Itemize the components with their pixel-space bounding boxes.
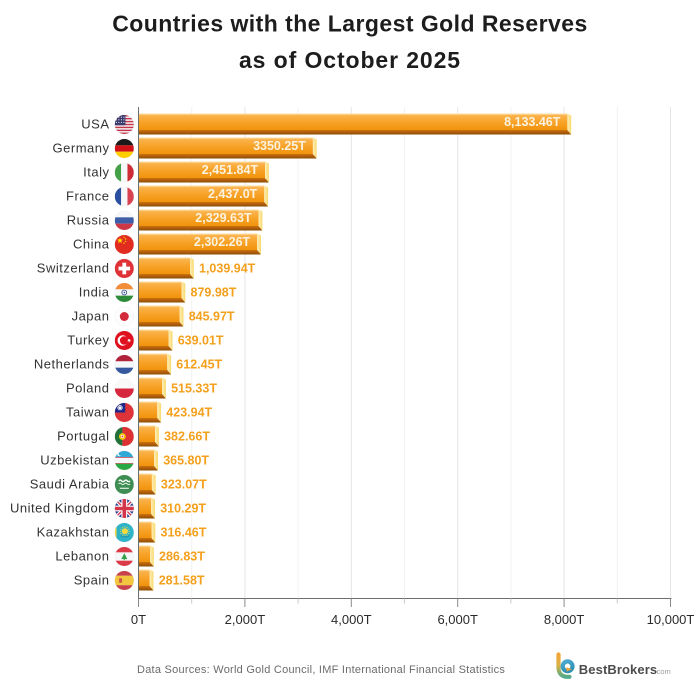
- svg-text:639.01T: 639.01T: [178, 334, 224, 348]
- svg-text:Portugal: Portugal: [57, 428, 109, 443]
- svg-text:8,133.46T: 8,133.46T: [504, 115, 561, 129]
- svg-text:6,000T: 6,000T: [437, 612, 478, 627]
- svg-text:323.07T: 323.07T: [161, 478, 207, 492]
- svg-text:879.98T: 879.98T: [191, 286, 237, 300]
- svg-text:423.94T: 423.94T: [166, 406, 212, 420]
- svg-text:2,437.0T: 2,437.0T: [208, 187, 258, 201]
- svg-text:Italy: Italy: [83, 164, 109, 179]
- svg-text:2,000T: 2,000T: [225, 612, 266, 627]
- svg-text:365.80T: 365.80T: [163, 454, 209, 468]
- svg-text:515.33T: 515.33T: [171, 382, 217, 396]
- svg-text:316.46T: 316.46T: [161, 526, 207, 540]
- svg-text:281.58T: 281.58T: [159, 574, 205, 588]
- svg-text:Lebanon: Lebanon: [55, 548, 109, 563]
- svg-text:382.66T: 382.66T: [164, 430, 210, 444]
- svg-text:0T: 0T: [131, 612, 146, 627]
- svg-text:2,451.84T: 2,451.84T: [202, 163, 259, 177]
- svg-text:USA: USA: [81, 116, 109, 131]
- svg-text:Poland: Poland: [66, 380, 109, 395]
- svg-text:4,000T: 4,000T: [331, 612, 372, 627]
- svg-text:Japan: Japan: [72, 308, 110, 323]
- svg-text:Russia: Russia: [67, 212, 110, 227]
- svg-text:BestBrokers: BestBrokers: [579, 662, 657, 677]
- svg-text:.com: .com: [655, 667, 671, 676]
- svg-text:286.83T: 286.83T: [159, 550, 205, 564]
- svg-text:United Kingdom: United Kingdom: [10, 500, 110, 515]
- svg-text:as of October 2025: as of October 2025: [239, 47, 461, 73]
- svg-text:Taiwan: Taiwan: [66, 404, 109, 419]
- svg-text:1,039.94T: 1,039.94T: [199, 262, 256, 276]
- svg-text:India: India: [79, 284, 110, 299]
- svg-text:845.97T: 845.97T: [189, 310, 235, 324]
- svg-text:3350.25T: 3350.25T: [253, 139, 306, 153]
- svg-text:Countries with the Largest Gol: Countries with the Largest Gold Reserves: [112, 11, 588, 37]
- svg-text:2,302.26T: 2,302.26T: [194, 235, 251, 249]
- svg-text:China: China: [73, 236, 110, 251]
- svg-text:Switzerland: Switzerland: [37, 260, 110, 275]
- svg-text:Turkey: Turkey: [67, 332, 109, 347]
- svg-text:10,000T: 10,000T: [647, 612, 695, 627]
- svg-text:2,329.63T: 2,329.63T: [195, 211, 252, 225]
- svg-text:612.45T: 612.45T: [176, 358, 222, 372]
- svg-text:310.29T: 310.29T: [160, 502, 206, 516]
- svg-text:Spain: Spain: [74, 572, 110, 587]
- svg-text:Netherlands: Netherlands: [34, 356, 110, 371]
- svg-text:Uzbekistan: Uzbekistan: [40, 452, 109, 467]
- svg-text:Saudi Arabia: Saudi Arabia: [30, 476, 110, 491]
- svg-text:Kazakhstan: Kazakhstan: [37, 524, 110, 539]
- svg-text:8,000T: 8,000T: [544, 612, 585, 627]
- svg-text:France: France: [66, 188, 109, 203]
- svg-text:Germany: Germany: [53, 140, 110, 155]
